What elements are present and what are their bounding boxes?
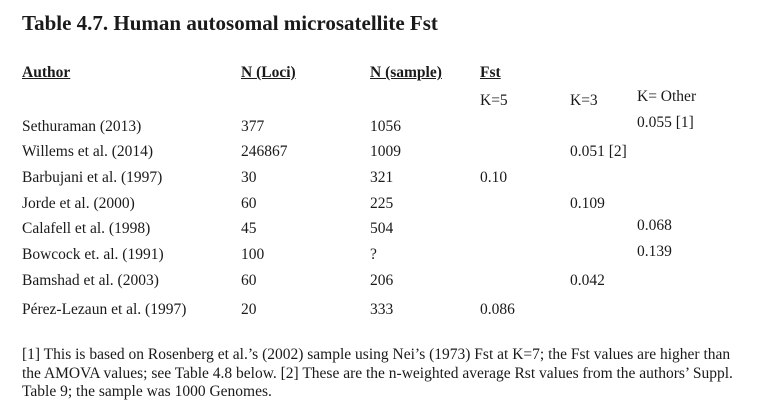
row-sample: 1056 [370, 118, 401, 135]
row-fst-k3: 0.109 [570, 195, 605, 212]
row-fst-k-other: 0.068 [637, 217, 672, 234]
row-sample: ? [370, 246, 377, 263]
row-author: Bowcock et. al. (1991) [22, 246, 164, 263]
row-fst-k-other: 0.139 [637, 243, 672, 260]
row-fst-k-other: 0.055 [1] [637, 114, 694, 131]
row-fst-k3: 0.042 [570, 272, 605, 289]
row-loci: 45 [241, 220, 257, 237]
header-author: Author [22, 64, 71, 81]
table-title: Table 4.7. Human autosomal microsatellit… [22, 11, 438, 35]
header-n-loci: N (Loci) [241, 64, 296, 81]
row-author: Willems et al. (2014) [22, 143, 154, 160]
row-author: Jorde et al. (2000) [22, 195, 135, 212]
row-author: Calafell et al. (1998) [22, 220, 151, 237]
subheader-k5: K=5 [480, 92, 508, 109]
row-loci: 30 [241, 169, 257, 186]
row-sample: 333 [370, 301, 394, 318]
header-fst: Fst [480, 64, 501, 81]
row-loci: 100 [241, 246, 265, 263]
row-sample: 206 [370, 272, 394, 289]
row-fst-k3: 0.051 [2] [570, 143, 627, 160]
row-loci: 246867 [241, 143, 288, 160]
row-author: Bamshad et al. (2003) [22, 272, 159, 289]
row-loci: 20 [241, 301, 257, 318]
row-loci: 377 [241, 118, 265, 135]
row-loci: 60 [241, 195, 257, 212]
row-author: Barbujani et al. (1997) [22, 169, 163, 186]
row-sample: 321 [370, 169, 394, 186]
subheader-k-other: K= Other [637, 88, 697, 105]
subheader-k3: K=3 [570, 92, 598, 109]
row-fst-k5: 0.086 [480, 301, 515, 318]
row-author: Pérez-Lezaun et al. (1997) [22, 301, 187, 318]
table-footnote: [1] This is based on Rosenberg et al.’s … [22, 346, 733, 400]
row-fst-k5: 0.10 [480, 169, 508, 186]
row-author: Sethuraman (2013) [22, 118, 142, 135]
row-sample: 225 [370, 195, 394, 212]
row-sample: 1009 [370, 143, 401, 160]
header-n-sample: N (sample) [370, 64, 442, 81]
row-loci: 60 [241, 272, 257, 289]
row-sample: 504 [370, 220, 394, 237]
